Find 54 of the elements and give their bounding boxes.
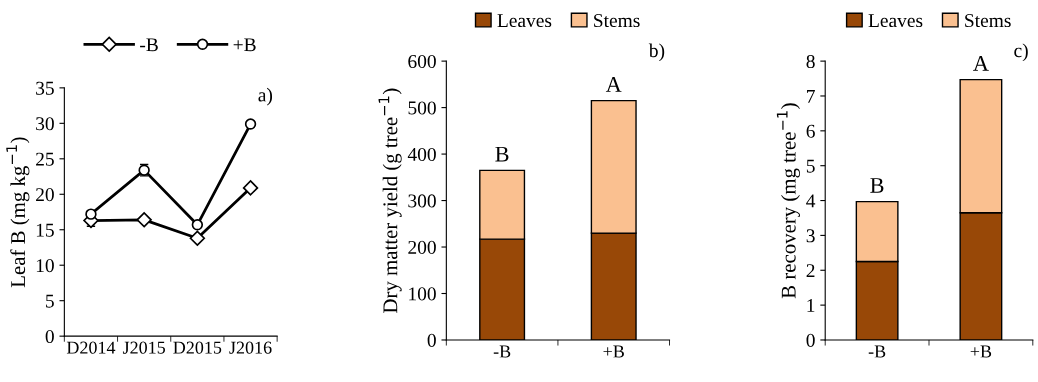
annotation: a) [258, 87, 273, 106]
y-tick-label: 100 [409, 287, 436, 301]
y-tick-label: 20 [36, 188, 54, 202]
point [244, 118, 257, 130]
y-tick-label: 0 [427, 333, 436, 347]
y-tick-label: 600 [408, 54, 436, 69]
y-tick-label: 6 [806, 124, 815, 138]
x-tick-label: -B [493, 345, 511, 358]
y-tick-label: 30 [36, 117, 54, 131]
point [85, 208, 97, 220]
y-axis-title: Leaf B (mg kg$^{−1}$) [6, 137, 30, 288]
y-tick-label: 25 [36, 152, 54, 166]
x-tick-label: +B [970, 345, 992, 358]
point [191, 219, 204, 231]
legend-label: -B [140, 38, 158, 52]
y-tick-label: 35 [36, 81, 54, 95]
legend-label: +B [233, 38, 256, 52]
y-tick-label: 10 [36, 259, 54, 273]
y-tick-label: 5 [46, 294, 54, 308]
y-tick-label: 1 [807, 299, 815, 312]
point [189, 230, 206, 246]
legend-label: Stems [594, 14, 640, 28]
y-tick-label: 5 [806, 159, 815, 173]
y-tick-label: 7 [807, 89, 815, 103]
y-tick-label: 0 [806, 333, 815, 347]
y-tick-label: 0 [45, 329, 54, 344]
annotation: A [973, 56, 989, 71]
x-tick-label: D2014 [66, 341, 116, 354]
annotation: c) [1014, 43, 1028, 62]
y-tick-label: 400 [407, 147, 436, 162]
legend-label: Leaves [868, 14, 923, 28]
x-tick-label: J2015 [122, 341, 166, 354]
y-tick-label: 3 [806, 229, 815, 243]
annotation: B [870, 178, 884, 193]
y-axis-title: Dry matter yield (g tree$^{−1}$) [378, 88, 402, 313]
x-tick-label: -B [868, 345, 886, 358]
y-tick-label: 500 [408, 101, 436, 115]
x-tick-label: J2016 [229, 341, 272, 354]
y-tick-label: 15 [36, 223, 54, 237]
y-tick-label: 300 [408, 194, 436, 208]
point [242, 180, 259, 196]
y-tick-label: 200 [408, 240, 436, 254]
y-axis-title: B recovery (mg tree$^{−1}$) [776, 103, 800, 299]
x-tick-label: D2015 [173, 341, 222, 354]
point [136, 212, 152, 228]
legend-label: Leaves [497, 14, 552, 28]
legend-label: Stems [965, 14, 1011, 28]
annotation: A [605, 77, 622, 92]
x-tick-label: +B [603, 345, 624, 358]
y-tick-label: 2 [806, 264, 815, 278]
text: b) [648, 43, 665, 62]
annotation: B [495, 146, 509, 162]
y-tick-label: 4 [806, 194, 816, 208]
y-tick-label: 8 [806, 54, 815, 69]
